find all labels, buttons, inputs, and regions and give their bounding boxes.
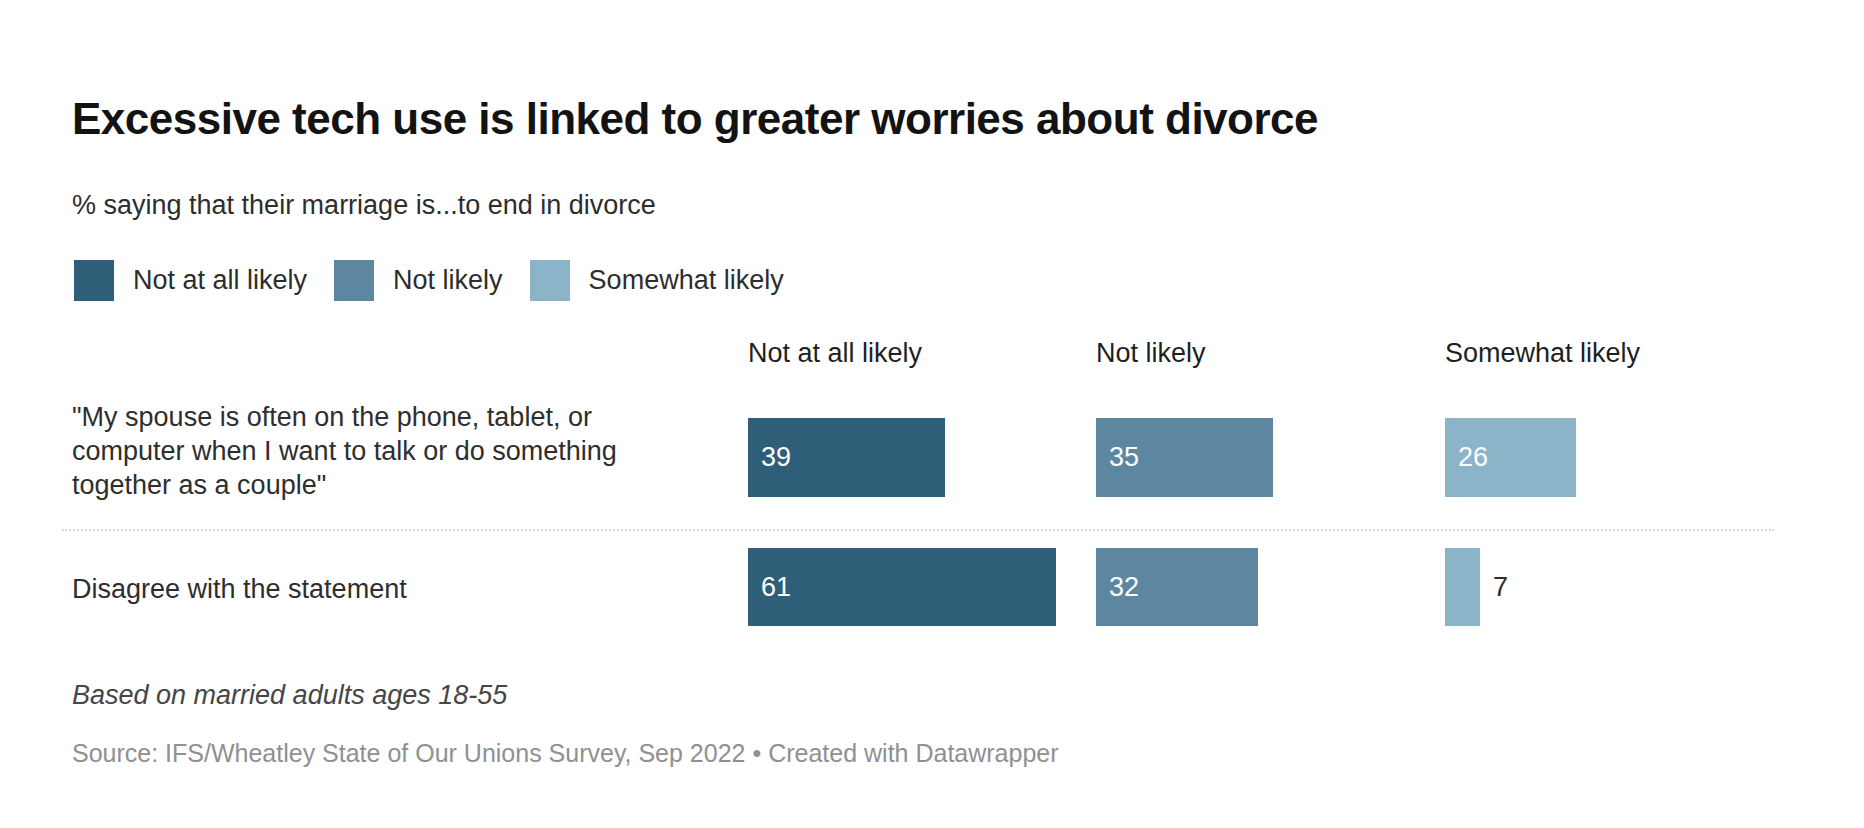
bar-value: 26	[1445, 442, 1488, 473]
bar: 61	[748, 548, 1056, 626]
bar	[1445, 548, 1480, 626]
legend-swatch-icon	[530, 260, 570, 301]
legend-item: Not at all likely	[74, 260, 307, 301]
chart-source: Source: IFS/Wheatley State of Our Unions…	[72, 739, 1059, 768]
bar-value: 32	[1096, 572, 1139, 603]
bar: 39	[748, 418, 945, 497]
column-header: Not likely	[1096, 338, 1206, 369]
legend-item: Not likely	[334, 260, 503, 301]
legend-swatch-icon	[334, 260, 374, 301]
bar-value: 7	[1493, 548, 1508, 626]
chart: Excessive tech use is linked to greater …	[0, 0, 1864, 828]
legend-item: Somewhat likely	[530, 260, 784, 301]
bar: 26	[1445, 418, 1576, 497]
bar: 32	[1096, 548, 1258, 626]
legend-label: Somewhat likely	[589, 265, 784, 296]
bar-value: 35	[1096, 442, 1139, 473]
bar-value: 39	[748, 442, 791, 473]
row-separator	[62, 529, 1774, 531]
row-label: Disagree with the statement	[72, 572, 672, 606]
column-header: Not at all likely	[748, 338, 922, 369]
legend-swatch-icon	[74, 260, 114, 301]
chart-footnote: Based on married adults ages 18-55	[72, 680, 507, 711]
legend-label: Not at all likely	[133, 265, 307, 296]
column-header: Somewhat likely	[1445, 338, 1640, 369]
bar: 35	[1096, 418, 1273, 497]
chart-title: Excessive tech use is linked to greater …	[72, 94, 1318, 144]
chart-subtitle: % saying that their marriage is...to end…	[72, 190, 656, 221]
legend-label: Not likely	[393, 265, 503, 296]
bar-value: 61	[748, 572, 791, 603]
row-label: "My spouse is often on the phone, tablet…	[72, 400, 672, 502]
legend: Not at all likely Not likely Somewhat li…	[74, 260, 784, 301]
